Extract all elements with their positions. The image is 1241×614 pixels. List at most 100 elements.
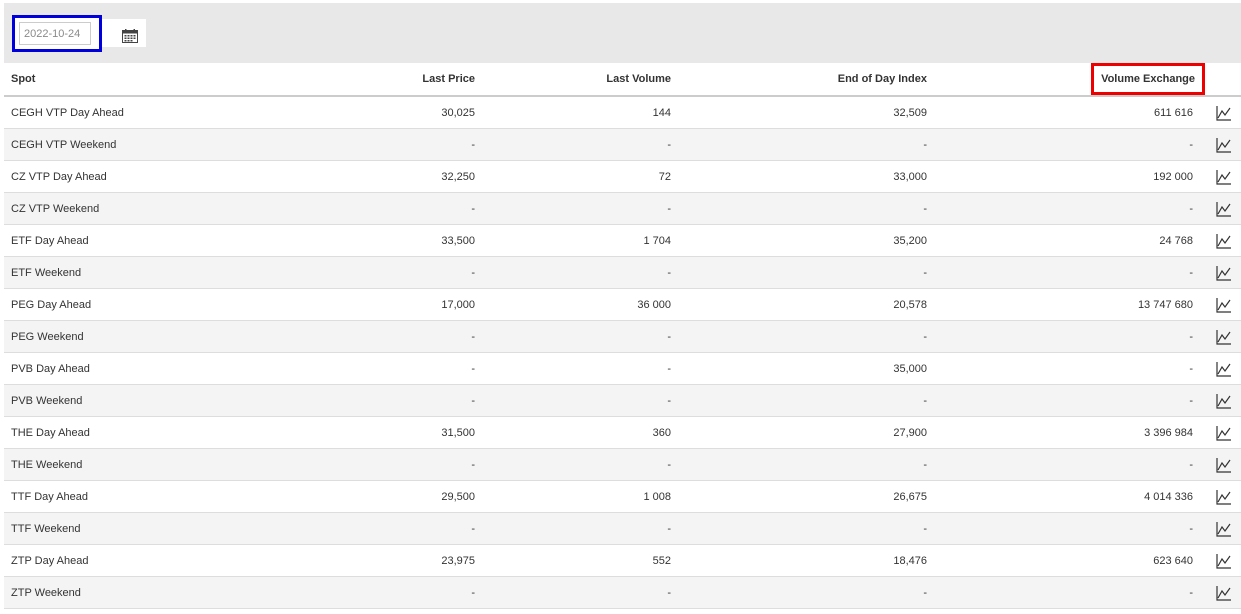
cell-last-price: 31,500 bbox=[275, 416, 475, 449]
chart-icon[interactable] bbox=[1216, 137, 1232, 153]
cell-chart bbox=[1207, 224, 1241, 257]
cell-last-volume: - bbox=[475, 576, 671, 609]
cell-volume-exchange: - bbox=[927, 576, 1207, 609]
cell-last-volume: - bbox=[475, 512, 671, 545]
cell-spot: PVB Day Ahead bbox=[4, 352, 275, 385]
chart-icon[interactable] bbox=[1216, 393, 1232, 409]
cell-eod-index: - bbox=[671, 128, 927, 161]
cell-last-price: 33,500 bbox=[275, 224, 475, 257]
cell-last-volume: - bbox=[475, 448, 671, 481]
header-last-price[interactable]: Last Price bbox=[275, 63, 475, 97]
header-last-volume[interactable]: Last Volume bbox=[475, 63, 671, 97]
table-header-row: Spot Last Price Last Volume End of Day I… bbox=[4, 63, 1241, 97]
cell-last-price: - bbox=[275, 128, 475, 161]
chart-icon[interactable] bbox=[1216, 329, 1232, 345]
cell-volume-exchange: 611 616 bbox=[927, 96, 1207, 129]
cell-eod-index: 27,900 bbox=[671, 416, 927, 449]
header-volume-exchange[interactable]: Volume Exchange bbox=[1091, 63, 1205, 95]
cell-spot: TTF Weekend bbox=[4, 512, 275, 545]
cell-eod-index: - bbox=[671, 256, 927, 289]
cell-last-price: - bbox=[275, 448, 475, 481]
cell-volume-exchange: - bbox=[927, 128, 1207, 161]
chart-icon[interactable] bbox=[1216, 201, 1232, 217]
cell-volume-exchange: 192 000 bbox=[927, 160, 1207, 193]
chart-icon[interactable] bbox=[1216, 265, 1232, 281]
table-row[interactable]: PEG Weekend - - - - bbox=[4, 320, 1241, 353]
table-row[interactable]: CEGH VTP Day Ahead 30,025 144 32,509 611 616 bbox=[4, 96, 1241, 129]
cell-eod-index: - bbox=[671, 384, 927, 417]
cell-last-price: - bbox=[275, 320, 475, 353]
cell-spot: PEG Weekend bbox=[4, 320, 275, 353]
date-picker-highlight bbox=[12, 15, 102, 52]
cell-volume-exchange: 13 747 680 bbox=[927, 288, 1207, 321]
cell-last-volume: - bbox=[475, 320, 671, 353]
cell-spot: ZTP Weekend bbox=[4, 576, 275, 609]
cell-eod-index: - bbox=[671, 448, 927, 481]
cell-chart bbox=[1207, 448, 1241, 481]
date-input[interactable] bbox=[19, 22, 91, 45]
table-row[interactable]: PVB Day Ahead - -35,000- bbox=[4, 352, 1241, 385]
cell-eod-index: 32,509 bbox=[671, 96, 927, 129]
cell-volume-exchange: - bbox=[927, 448, 1207, 481]
cell-eod-index: - bbox=[671, 192, 927, 225]
cell-volume-exchange: - bbox=[927, 512, 1207, 545]
header-volume-exchange-cell: Volume Exchange bbox=[927, 63, 1207, 97]
cell-spot: PVB Weekend bbox=[4, 384, 275, 417]
table-row[interactable]: ETF Day Ahead 33,500 1 704 35,200 24 768 bbox=[4, 224, 1241, 257]
cell-last-price: - bbox=[275, 192, 475, 225]
chart-icon[interactable] bbox=[1216, 361, 1232, 377]
table-row[interactable]: ZTP Weekend - - - - bbox=[4, 576, 1241, 609]
cell-volume-exchange: 3 396 984 bbox=[927, 416, 1207, 449]
filter-toolbar bbox=[4, 3, 1241, 63]
table-row[interactable]: PEG Day Ahead 17,000 36 000 20,578 13 747 68… bbox=[4, 288, 1241, 321]
calendar-button[interactable] bbox=[102, 19, 146, 47]
chart-icon[interactable] bbox=[1216, 457, 1232, 473]
table-row[interactable]: PVB Weekend - - - - bbox=[4, 384, 1241, 417]
chart-icon[interactable] bbox=[1216, 553, 1232, 569]
cell-chart bbox=[1207, 384, 1241, 417]
cell-last-price: 30,025 bbox=[275, 96, 475, 129]
table-row[interactable]: THE Day Ahead 31,500 360 27,900 3 396 984 bbox=[4, 416, 1241, 449]
cell-last-price: - bbox=[275, 384, 475, 417]
chart-icon[interactable] bbox=[1216, 297, 1232, 313]
chart-icon[interactable] bbox=[1216, 585, 1232, 601]
cell-volume-exchange: 24 768 bbox=[927, 224, 1207, 257]
cell-chart bbox=[1207, 288, 1241, 321]
table-row[interactable]: CZ VTP Day Ahead 32,250 72 33,000 192 000 bbox=[4, 160, 1241, 193]
cell-volume-exchange: - bbox=[927, 256, 1207, 289]
cell-eod-index: 18,476 bbox=[671, 544, 927, 577]
cell-last-price: 29,500 bbox=[275, 480, 475, 513]
header-spot[interactable]: Spot bbox=[4, 63, 275, 97]
chart-icon[interactable] bbox=[1216, 105, 1232, 121]
cell-last-price: - bbox=[275, 512, 475, 545]
cell-last-volume: 72 bbox=[475, 160, 671, 193]
chart-icon[interactable] bbox=[1216, 425, 1232, 441]
cell-eod-index: - bbox=[671, 512, 927, 545]
cell-spot: THE Weekend bbox=[4, 448, 275, 481]
table-row[interactable]: THE Weekend - - - - bbox=[4, 448, 1241, 481]
table-row[interactable]: TTF Day Ahead 29,500 1 008 26,675 4 014 336 bbox=[4, 480, 1241, 513]
table-row[interactable]: CEGH VTP Weekend - - - - bbox=[4, 128, 1241, 161]
chart-icon[interactable] bbox=[1216, 233, 1232, 249]
cell-volume-exchange: - bbox=[927, 192, 1207, 225]
header-eod-index[interactable]: End of Day Index bbox=[671, 63, 927, 97]
cell-last-volume: 36 000 bbox=[475, 288, 671, 321]
table-row[interactable]: TTF Weekend - - - - bbox=[4, 512, 1241, 545]
table-row[interactable]: CZ VTP Weekend - - - - bbox=[4, 192, 1241, 225]
chart-icon[interactable] bbox=[1216, 521, 1232, 537]
cell-volume-exchange: - bbox=[927, 352, 1207, 385]
cell-chart bbox=[1207, 512, 1241, 545]
cell-spot: TTF Day Ahead bbox=[4, 480, 275, 513]
cell-last-volume: 360 bbox=[475, 416, 671, 449]
cell-eod-index: 33,000 bbox=[671, 160, 927, 193]
cell-spot: PEG Day Ahead bbox=[4, 288, 275, 321]
chart-icon[interactable] bbox=[1216, 169, 1232, 185]
cell-chart bbox=[1207, 256, 1241, 289]
table-row[interactable]: ZTP Day Ahead 23,975 552 18,476 623 640 bbox=[4, 544, 1241, 577]
cell-chart bbox=[1207, 128, 1241, 161]
cell-eod-index: 20,578 bbox=[671, 288, 927, 321]
calendar-icon bbox=[122, 29, 138, 43]
chart-icon[interactable] bbox=[1216, 489, 1232, 505]
table-row[interactable]: ETF Weekend - - - - bbox=[4, 256, 1241, 289]
